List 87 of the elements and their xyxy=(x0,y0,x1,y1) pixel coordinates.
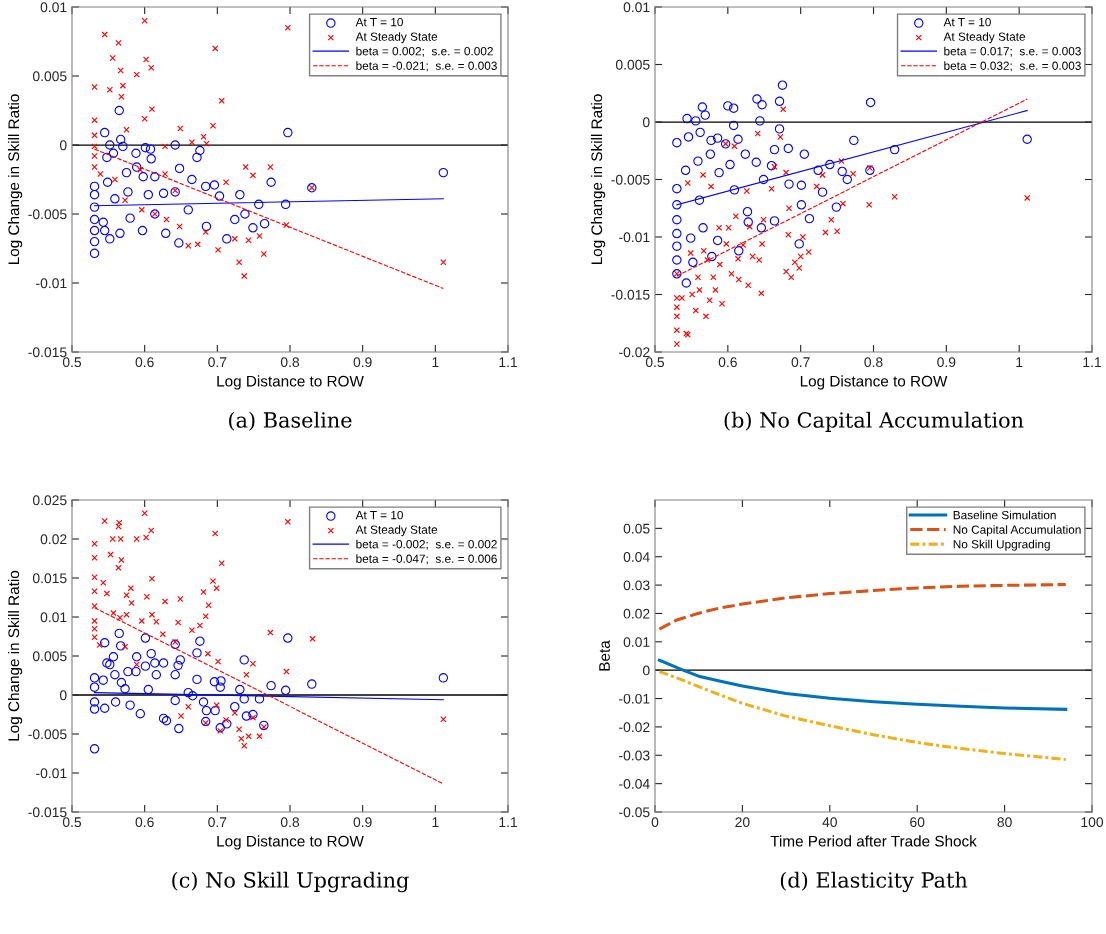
y-axis-title: Log Change in Skill Ratio xyxy=(7,570,23,741)
y-axis-title: Beta xyxy=(599,640,610,671)
x-tick-label: 1 xyxy=(432,357,439,367)
y-tick-label: 0.01 xyxy=(623,2,650,13)
text: (b) No Capital Accumulation xyxy=(724,411,1024,432)
x-tick-label: 0 xyxy=(651,817,659,828)
legend-label: No Capital Accumulation xyxy=(953,525,1081,537)
x-tick-label: 1.1 xyxy=(1083,357,1101,367)
x-axis-title: Log Distance to ROW xyxy=(800,375,948,390)
x-axis-title: Time Period after Trade Shock xyxy=(770,835,977,847)
y-tick-label: 0.03 xyxy=(623,580,650,591)
legend-label: beta = 0.017; s.e. = 0.003 xyxy=(944,46,1081,57)
text: (a) Baseline xyxy=(229,411,352,431)
y-tick-label: -0.02 xyxy=(619,347,650,358)
y-tick-label: -0.015 xyxy=(28,347,67,358)
y-tick-label: 0.01 xyxy=(623,637,650,647)
y-axis-title: Log Change in Skill Ratio xyxy=(7,94,23,265)
y-tick-label: 0 xyxy=(642,665,650,676)
y-tick-label: 0.005 xyxy=(615,59,650,70)
x-tick-label: 0.7 xyxy=(208,357,227,368)
x-tick-label: 60 xyxy=(910,817,925,828)
y-tick-label: -0.01 xyxy=(36,278,67,289)
y-tick-label: 0.04 xyxy=(623,552,650,562)
x-tick-label: 1 xyxy=(1016,357,1023,367)
legend-label: No Skill Upgrading xyxy=(953,539,1050,551)
y-tick-label: -0.04 xyxy=(619,778,650,789)
x-tick-label: 0.8 xyxy=(864,357,883,368)
y-tick-label: -0.015 xyxy=(28,807,67,818)
x-tick-label: 1.1 xyxy=(499,357,517,367)
y-tick-label: 0.02 xyxy=(623,608,650,619)
y-tick-label: 0.005 xyxy=(32,71,67,82)
x-tick-label: 0.9 xyxy=(937,357,956,368)
legend-label: beta = 0.032; s.e. = 0.003 xyxy=(944,61,1081,72)
y-tick-label: 0.01 xyxy=(40,612,67,623)
y-tick-label: -0.05 xyxy=(619,807,650,818)
legend-label: At T = 10 xyxy=(943,17,991,27)
legend-label: At T = 10 xyxy=(355,510,403,520)
y-tick-label: 0.015 xyxy=(32,573,67,584)
x-tick-label: 0.8 xyxy=(280,817,300,828)
x-tick-label: 20 xyxy=(735,817,750,828)
x-tick-label: 0.5 xyxy=(62,357,82,368)
y-tick-label: -0.005 xyxy=(28,729,67,740)
x-tick-label: 0.6 xyxy=(135,357,154,368)
y-tick-label: 0 xyxy=(59,140,67,151)
y-tick-label: -0.03 xyxy=(619,750,650,761)
legend-label: At Steady State xyxy=(943,32,1026,44)
x-tick-label: 100 xyxy=(1081,817,1104,828)
x-tick-label: 0.7 xyxy=(791,357,810,368)
x-tick-label: 0.9 xyxy=(353,357,372,368)
legend-label: At T = 10 xyxy=(355,17,403,27)
x-tick-label: 0.5 xyxy=(645,357,665,368)
y-tick-label: 0.05 xyxy=(623,523,650,534)
x-tick-label: 0.6 xyxy=(718,357,737,368)
y-tick-label: 0.02 xyxy=(40,534,67,545)
legend-label: Baseline Simulation xyxy=(953,510,1056,520)
legend-label: beta = 0.002; s.e. = 0.002 xyxy=(356,46,493,57)
legend-label: At Steady State xyxy=(355,525,438,537)
y-tick-label: -0.005 xyxy=(28,209,67,220)
x-tick-label: 1 xyxy=(432,817,439,827)
y-tick-label: -0.02 xyxy=(619,722,650,733)
y-tick-label: 0.01 xyxy=(40,2,67,13)
y-tick-label: -0.01 xyxy=(619,232,650,243)
legend-label: beta = -0.002; s.e. = 0.002 xyxy=(356,539,497,550)
y-tick-label: -0.01 xyxy=(36,768,67,779)
legend-label: At Steady State xyxy=(355,32,438,44)
y-tick-label: 0 xyxy=(642,117,650,128)
legend-label: beta = -0.021; s.e. = 0.003 xyxy=(356,61,497,72)
y-tick-label: 0 xyxy=(59,690,67,701)
x-tick-label: 0.9 xyxy=(353,817,372,828)
y-tick-label: 0.025 xyxy=(32,495,67,506)
x-axis-title: Log Distance to ROW xyxy=(217,835,364,850)
text: (c) No Skill Upgrading xyxy=(172,871,409,893)
y-tick-label: 0.005 xyxy=(32,651,67,662)
x-tick-label: 0.7 xyxy=(208,817,227,828)
x-tick-label: 0.8 xyxy=(280,357,300,368)
y-tick-label: -0.005 xyxy=(611,174,650,185)
x-tick-label: 80 xyxy=(997,817,1012,828)
x-tick-label: 0.6 xyxy=(135,817,154,828)
x-tick-label: 0.5 xyxy=(62,817,82,828)
text: (d) Elasticity Path xyxy=(780,871,968,893)
x-tick-label: 40 xyxy=(822,817,837,828)
y-tick-label: -0.015 xyxy=(611,289,650,300)
x-tick-label: 1.1 xyxy=(499,817,517,827)
y-tick-label: -0.01 xyxy=(619,693,650,704)
y-axis-title: Log Change in Skill Ratio xyxy=(590,94,606,265)
legend-label: beta = -0.047; s.e. = 0.006 xyxy=(356,554,497,565)
x-axis-title: Log Distance to ROW xyxy=(217,375,364,390)
